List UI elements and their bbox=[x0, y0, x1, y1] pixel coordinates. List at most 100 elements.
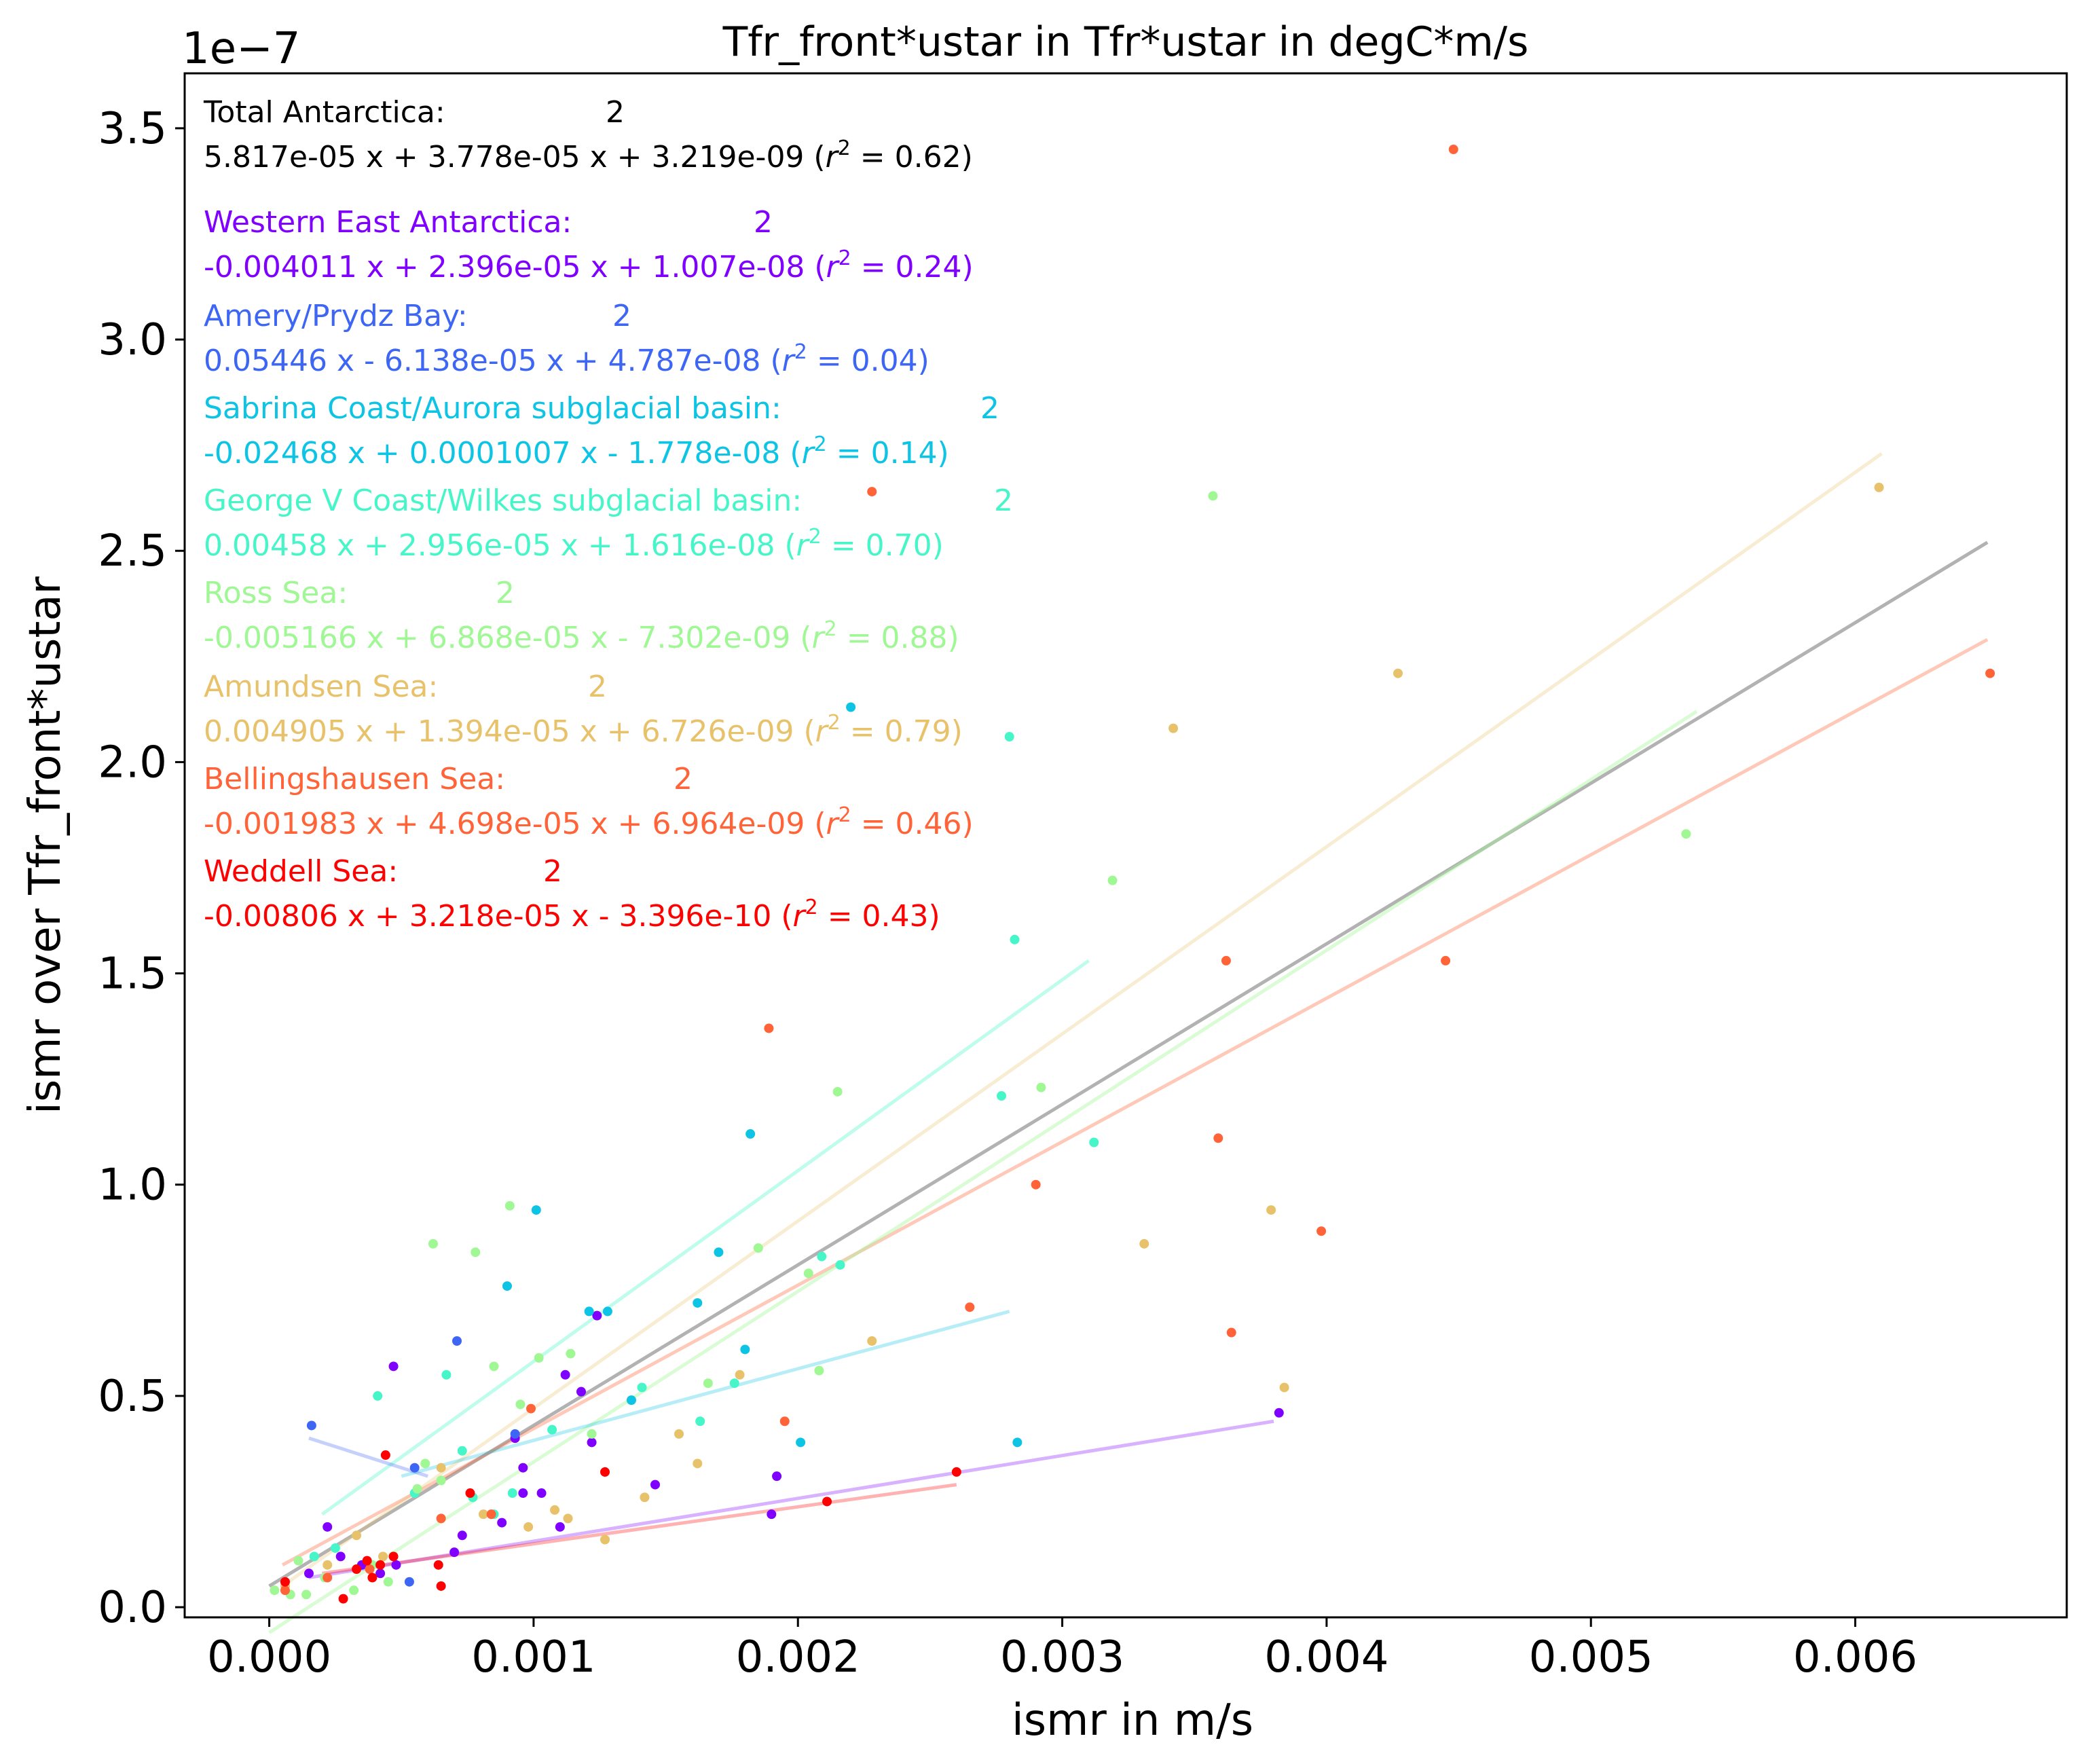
point-s4-7 bbox=[383, 1577, 393, 1587]
point-s7-9 bbox=[436, 1581, 446, 1591]
point-s0-21 bbox=[772, 1471, 782, 1482]
point-s1-1 bbox=[404, 1577, 414, 1587]
point-s6-17 bbox=[1985, 668, 1995, 678]
point-s5-1 bbox=[323, 1560, 333, 1570]
point-s0-19 bbox=[650, 1480, 660, 1490]
point-s7-3 bbox=[362, 1556, 372, 1566]
point-s4-14 bbox=[504, 1200, 515, 1211]
point-s0-11 bbox=[518, 1463, 528, 1473]
point-s0-14 bbox=[555, 1522, 565, 1532]
point-s7-4 bbox=[367, 1573, 377, 1583]
fit-line-3 bbox=[268, 710, 1698, 1634]
point-s2-0 bbox=[502, 1281, 512, 1291]
fit-line-6 bbox=[308, 1436, 428, 1478]
point-s4-18 bbox=[587, 1429, 597, 1439]
point-s6-2 bbox=[365, 1564, 375, 1575]
point-s2-10 bbox=[846, 702, 856, 712]
annotation-degree: 2 bbox=[612, 299, 631, 333]
point-s3-0 bbox=[309, 1551, 319, 1562]
point-s7-5 bbox=[375, 1560, 386, 1570]
x-tick-label: 0.000 bbox=[207, 1632, 331, 1683]
point-s6-11 bbox=[1213, 1133, 1223, 1143]
point-s4-5 bbox=[349, 1585, 359, 1596]
y-tick-label: 3.0 bbox=[98, 315, 167, 365]
point-s2-5 bbox=[693, 1298, 703, 1308]
point-s5-17 bbox=[1266, 1205, 1276, 1215]
point-s7-10 bbox=[465, 1488, 475, 1499]
point-s5-7 bbox=[550, 1505, 560, 1515]
annotation-equation: 0.004905 x + 1.394e-05 x + 6.726e-09 (r2… bbox=[204, 711, 963, 749]
point-s6-14 bbox=[1316, 1226, 1327, 1236]
point-s3-18 bbox=[1089, 1137, 1099, 1147]
point-s5-14 bbox=[867, 1336, 877, 1346]
point-s2-7 bbox=[740, 1344, 750, 1355]
point-s5-15 bbox=[1139, 1238, 1149, 1249]
point-s4-3 bbox=[301, 1590, 312, 1600]
annotation-region-name: George V Coast/Wilkes subglacial basin: bbox=[204, 483, 802, 518]
point-s2-3 bbox=[602, 1306, 612, 1317]
point-s0-6 bbox=[391, 1560, 401, 1570]
point-s3-14 bbox=[835, 1260, 845, 1270]
point-s3-2 bbox=[373, 1391, 383, 1401]
point-s7-13 bbox=[951, 1467, 961, 1477]
point-s2-2 bbox=[584, 1306, 594, 1317]
point-s0-13 bbox=[536, 1488, 547, 1499]
y-axis-label: ismr over Tfr_front*ustar bbox=[20, 576, 71, 1114]
point-s0-12 bbox=[518, 1488, 528, 1499]
annotation-degree: 2 bbox=[994, 483, 1013, 518]
annotation-equation: -0.001983 x + 4.698e-05 x + 6.964e-09 (r… bbox=[204, 803, 974, 841]
annotation-degree: 2 bbox=[980, 391, 999, 426]
point-s4-0 bbox=[270, 1585, 280, 1596]
annotation-equation: 5.817e-05 x + 3.778e-05 x + 3.219e-09 (r… bbox=[204, 136, 973, 174]
point-s2-6 bbox=[714, 1247, 724, 1257]
y-tick-label: 0.0 bbox=[98, 1583, 167, 1633]
point-s2-4 bbox=[626, 1395, 636, 1405]
annotation-degree: 2 bbox=[588, 669, 607, 704]
annotation-equation: 0.00458 x + 2.956e-05 x + 1.616e-08 (r2 … bbox=[204, 525, 944, 563]
point-s0-9 bbox=[497, 1518, 507, 1528]
point-s7-12 bbox=[822, 1496, 832, 1507]
annotation-region-name: Amery/Prydz Bay: bbox=[204, 299, 468, 333]
point-s5-9 bbox=[600, 1535, 610, 1545]
point-s4-26 bbox=[1208, 491, 1218, 501]
annotation-equation: -0.02468 x + 0.0001007 x - 1.778e-08 (r2… bbox=[204, 433, 949, 471]
point-s2-9 bbox=[796, 1437, 806, 1448]
point-s4-23 bbox=[832, 1086, 843, 1097]
point-s0-20 bbox=[767, 1509, 777, 1520]
point-s0-16 bbox=[576, 1386, 586, 1397]
point-s0-18 bbox=[592, 1310, 602, 1321]
point-s5-10 bbox=[640, 1492, 650, 1503]
x-tick-label: 0.003 bbox=[1000, 1632, 1124, 1683]
point-s3-16 bbox=[1004, 732, 1014, 742]
annotation-equation: -0.004011 x + 2.396e-05 x + 1.007e-08 (r… bbox=[204, 246, 974, 284]
point-s7-11 bbox=[600, 1467, 610, 1477]
point-s7-7 bbox=[388, 1551, 399, 1562]
fit-line-1 bbox=[281, 638, 1989, 1567]
point-s4-16 bbox=[534, 1353, 544, 1363]
point-s7-8 bbox=[433, 1560, 443, 1570]
fit-line-2 bbox=[281, 452, 1883, 1587]
y-tick-label: 3.5 bbox=[98, 104, 167, 154]
x-tick-label: 0.004 bbox=[1264, 1632, 1388, 1683]
point-s7-6 bbox=[380, 1450, 390, 1460]
point-s6-5 bbox=[526, 1403, 536, 1414]
point-s0-7 bbox=[449, 1547, 460, 1558]
point-s5-2 bbox=[352, 1530, 362, 1541]
point-s0-0 bbox=[303, 1568, 314, 1579]
point-s0-1 bbox=[323, 1522, 333, 1532]
annotation-degree: 2 bbox=[674, 762, 693, 796]
point-s5-8 bbox=[563, 1513, 573, 1524]
point-s6-12 bbox=[1221, 955, 1231, 966]
point-s6-9 bbox=[965, 1302, 975, 1312]
point-s5-11 bbox=[674, 1429, 684, 1439]
point-s4-8 bbox=[412, 1484, 422, 1494]
point-s3-5 bbox=[457, 1446, 467, 1456]
point-s6-10 bbox=[1031, 1179, 1041, 1190]
y-axis-ticks: 0.0 0.5 1.0 1.5 2.0 2.5 3.0 3.5 bbox=[98, 104, 185, 1633]
y-tick-label: 0.5 bbox=[98, 1372, 167, 1422]
annotation-degree: 2 bbox=[543, 854, 562, 889]
point-s5-5 bbox=[478, 1509, 488, 1520]
point-s1-4 bbox=[510, 1429, 520, 1439]
point-s0-15 bbox=[560, 1370, 570, 1380]
